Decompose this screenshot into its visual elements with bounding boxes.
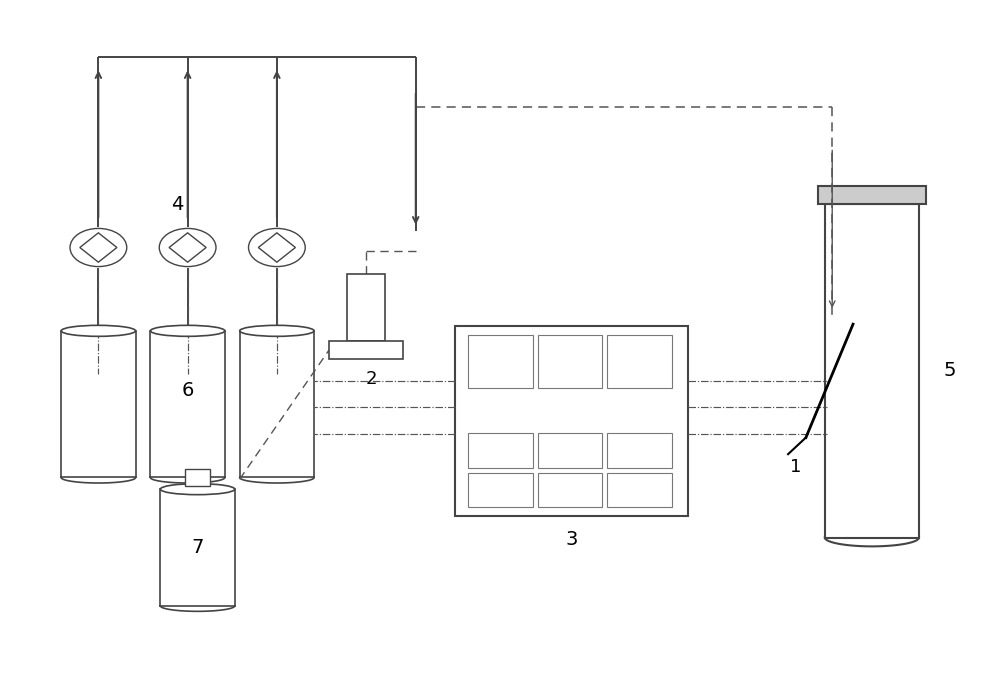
Text: 3: 3 [566, 530, 578, 549]
Text: 5: 5 [944, 361, 956, 380]
Text: 4: 4 [172, 194, 184, 214]
Circle shape [70, 228, 127, 267]
Bar [607, 473, 672, 507]
Text: 2: 2 [365, 371, 377, 389]
Bar [468, 433, 533, 468]
Circle shape [249, 228, 305, 267]
Bar [538, 473, 602, 507]
Ellipse shape [160, 484, 235, 495]
Ellipse shape [61, 325, 136, 336]
Bar [468, 335, 533, 387]
Ellipse shape [150, 325, 225, 336]
Bar [607, 433, 672, 468]
Text: 1: 1 [790, 458, 802, 477]
Bar [818, 186, 926, 204]
Bar [329, 341, 403, 360]
Bar [607, 335, 672, 387]
Bar [347, 274, 385, 341]
Polygon shape [80, 233, 117, 262]
Circle shape [159, 228, 216, 267]
Text: 6: 6 [181, 381, 194, 400]
Bar [538, 335, 602, 387]
Ellipse shape [240, 325, 314, 336]
Text: 7: 7 [191, 538, 204, 557]
Bar [825, 204, 919, 537]
Bar [455, 326, 688, 516]
Bar [185, 469, 210, 486]
Polygon shape [258, 233, 295, 262]
Bar [468, 473, 533, 507]
Polygon shape [169, 233, 206, 262]
Bar [538, 433, 602, 468]
